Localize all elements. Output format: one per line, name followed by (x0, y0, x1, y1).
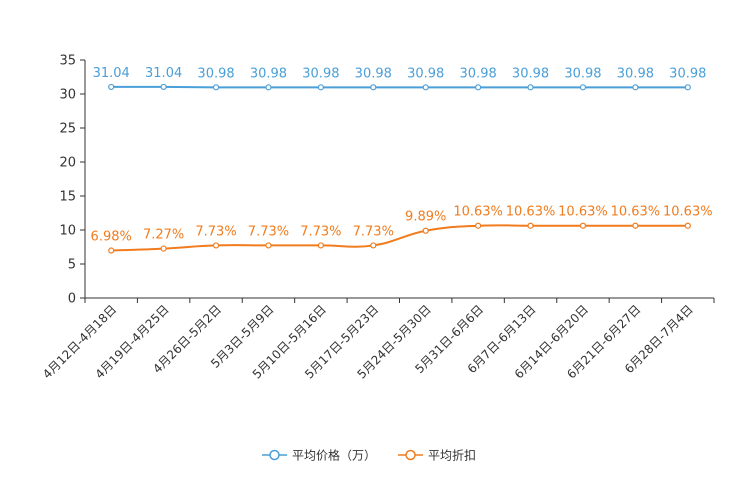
data-label: 30.98 (617, 66, 654, 81)
data-point (684, 84, 691, 91)
data-point (475, 84, 482, 91)
series-2-line (111, 224, 688, 252)
data-label: 10.63% (453, 205, 503, 220)
legend-label: 平均价格（万） (292, 448, 376, 463)
y-tick-label: 35 (59, 54, 76, 69)
data-point (212, 242, 220, 249)
data-point (422, 84, 429, 91)
data-point (265, 84, 272, 91)
data-label: 30.98 (669, 66, 706, 81)
legend-marker (269, 449, 280, 461)
y-tick-label: 20 (59, 156, 76, 171)
legend-item-1: 平均价格（万） (262, 448, 376, 463)
data-label: 30.98 (355, 66, 392, 81)
data-point (684, 222, 691, 229)
data-label: 7.73% (353, 224, 394, 239)
data-point (579, 84, 587, 91)
data-point (527, 84, 534, 91)
data-label: 9.89% (405, 210, 446, 225)
series-1: 31.04 31.04 30.98 30.98 30.98 30.98 30.98 30.98… (93, 66, 706, 91)
data-point (632, 222, 639, 229)
data-point (422, 227, 429, 234)
data-label: 31.04 (145, 66, 182, 81)
data-label: 30.98 (460, 66, 497, 81)
y-tick-label: 30 (59, 88, 76, 103)
data-point (317, 242, 324, 249)
data-label: 30.98 (512, 66, 549, 81)
data-point (317, 84, 324, 91)
data-point (475, 222, 482, 229)
data-point (632, 84, 639, 91)
legend-item-2: 平均折扣 (398, 448, 476, 463)
data-point (579, 222, 587, 229)
data-label: 7.73% (195, 224, 236, 239)
legend-label: 平均折扣 (428, 448, 476, 463)
legend-marker (405, 449, 416, 461)
series-layer: 31.04 31.04 30.98 30.98 30.98 30.98 30.98 30.98… (91, 66, 713, 254)
data-label: 10.63% (506, 205, 556, 220)
y-tick-label: 10 (59, 224, 76, 239)
data-label: 10.63% (558, 205, 608, 220)
data-label: 6.98% (91, 230, 132, 245)
y-tick-label: 0 (68, 292, 76, 307)
series-2: 6.98% 7.27% 7.73% 7.73% 7.73% 7.73% 9.89% 10.63… (91, 205, 713, 254)
data-label: 7.27% (143, 228, 184, 243)
data-point (527, 222, 534, 229)
data-label: 7.73% (248, 224, 289, 239)
y-tick-label: 5 (68, 258, 76, 273)
data-point (160, 83, 167, 91)
data-label: 7.73% (300, 224, 341, 239)
y-tick-label: 15 (59, 190, 76, 205)
data-label: 31.04 (93, 66, 130, 81)
data-point (108, 247, 115, 254)
data-label: 30.98 (197, 66, 234, 81)
data-point (370, 84, 377, 91)
data-point (265, 242, 272, 249)
data-point (212, 84, 220, 91)
data-label: 30.98 (407, 66, 444, 81)
data-label: 30.98 (250, 66, 287, 81)
y-tick-label: 25 (59, 122, 76, 137)
data-point (108, 83, 115, 91)
data-label: 30.98 (564, 66, 601, 81)
data-label: 10.63% (663, 205, 713, 220)
data-point (370, 242, 377, 249)
data-label: 10.63% (611, 205, 661, 220)
data-point (160, 245, 167, 252)
legend: 平均价格（万） 平均折扣 (262, 448, 476, 463)
data-label: 30.98 (302, 66, 339, 81)
